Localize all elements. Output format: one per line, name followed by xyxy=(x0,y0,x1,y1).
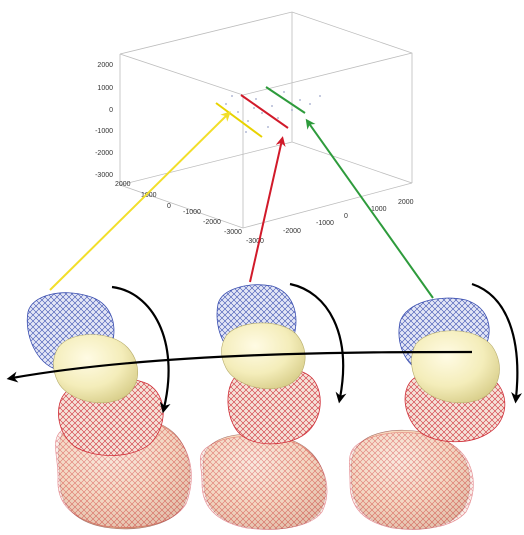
x-tick: 1000 xyxy=(141,192,157,199)
z-tick: 1000 xyxy=(97,85,113,92)
surface-cream-lobe xyxy=(53,334,138,404)
plot-line-yellow xyxy=(215,102,263,138)
y-tick: 2000 xyxy=(398,199,414,206)
z-tick: -2000 xyxy=(95,150,113,157)
plot-line-green xyxy=(265,86,306,114)
z-tick: -1000 xyxy=(95,128,113,135)
rotation-arrow-right xyxy=(471,282,523,404)
x-axis-ticks: 2000 1000 0 -1000 -2000 -3000 xyxy=(115,181,242,236)
rotation-arrow-left xyxy=(111,285,171,414)
yellow-pointer-arrow xyxy=(49,111,231,291)
rotation-arrow-center xyxy=(289,282,347,404)
structure-left xyxy=(26,285,192,530)
z-tick: -3000 xyxy=(95,172,113,179)
structure-center xyxy=(199,282,347,530)
z-axis-ticks: 2000 1000 0 -1000 -2000 -3000 xyxy=(95,62,113,179)
mesh-red-body xyxy=(349,432,474,530)
structure-right xyxy=(349,282,523,530)
x-tick: -3000 xyxy=(224,229,242,236)
y-tick: 0 xyxy=(344,213,348,220)
x-tick: 2000 xyxy=(115,181,131,188)
y-tick: -2000 xyxy=(283,228,301,235)
green-pointer-arrow xyxy=(305,118,434,299)
plot-3d: 2000 1000 0 -1000 -2000 -3000 2000 1000 … xyxy=(95,11,414,245)
x-tick: -1000 xyxy=(183,209,201,216)
surface-cream-lobe xyxy=(411,330,500,404)
y-tick: -3000 xyxy=(246,238,264,245)
z-tick: 2000 xyxy=(97,62,113,69)
y-axis-ticks: -3000 -2000 -1000 0 1000 2000 xyxy=(246,199,414,245)
plot-line-red xyxy=(240,94,289,129)
x-tick: 0 xyxy=(167,203,171,210)
red-pointer-arrow xyxy=(249,136,286,283)
y-tick: -1000 xyxy=(316,220,334,227)
plot-box xyxy=(119,11,413,229)
y-tick: 1000 xyxy=(371,206,387,213)
scatter-points xyxy=(225,91,321,133)
z-tick: 0 xyxy=(109,107,113,114)
x-tick: -2000 xyxy=(203,219,221,226)
horizontal-rotation-arrow xyxy=(6,350,473,383)
